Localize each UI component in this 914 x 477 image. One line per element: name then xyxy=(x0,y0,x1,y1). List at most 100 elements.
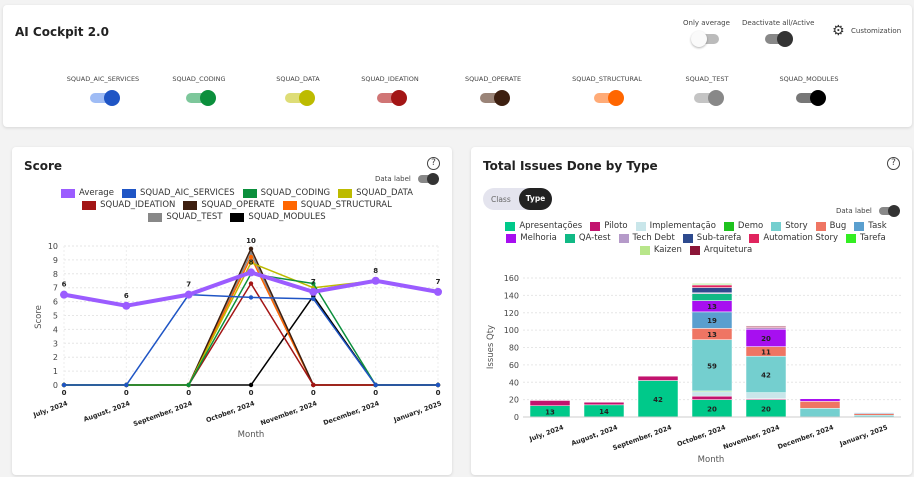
legend-item[interactable]: Sub-tarefa xyxy=(682,233,742,243)
data-label: 10 xyxy=(246,237,256,245)
legend-item[interactable]: Average xyxy=(61,188,114,198)
legend-item[interactable]: Tarefa xyxy=(846,233,886,243)
data-point xyxy=(248,295,254,300)
data-point xyxy=(373,382,378,388)
bar-segment xyxy=(799,398,841,402)
legend-item[interactable]: SQUAD_STRUCTURAL xyxy=(282,200,392,210)
y-tick-label: 7 xyxy=(53,284,58,293)
data-point xyxy=(247,268,255,277)
only-average-toggle[interactable] xyxy=(691,31,719,47)
bar-segment xyxy=(853,413,895,416)
legend-label: Story xyxy=(785,221,808,231)
legend-label: Demo xyxy=(737,221,764,231)
bar-segment xyxy=(691,284,733,288)
data-point xyxy=(248,382,254,388)
legend-item[interactable]: SQUAD_IDEATION xyxy=(82,200,175,210)
data-label: 19 xyxy=(707,317,717,325)
legend-label: QA-test xyxy=(578,233,611,243)
zero-data-label: 0 xyxy=(373,389,378,397)
squad-label: SQUAD_AIC_SERVICES xyxy=(66,75,140,83)
y-tick-label: 140 xyxy=(504,291,519,300)
y-tick-label: 60 xyxy=(509,361,519,370)
legend-item[interactable]: SQUAD_CODING xyxy=(242,188,330,198)
squad-toggle-item: SQUAD_OPERATE xyxy=(448,75,538,106)
legend-label: Automation Story xyxy=(763,233,838,243)
gear-icon[interactable]: ⚙ xyxy=(832,23,845,39)
squad-toggle[interactable] xyxy=(796,90,826,106)
legend-item[interactable]: Task xyxy=(854,221,887,231)
squad-toggle[interactable] xyxy=(186,90,216,106)
help-icon[interactable]: ? xyxy=(427,157,440,170)
squad-toggle[interactable] xyxy=(90,90,120,106)
legend-item[interactable]: Automation Story xyxy=(749,233,838,243)
data-point xyxy=(248,246,254,251)
data-label: 42 xyxy=(653,396,663,404)
y-tick-label: 120 xyxy=(504,309,519,318)
squad-toggle[interactable] xyxy=(594,90,624,106)
legend-label: Piloto xyxy=(604,221,628,231)
x-tick-label: October, 2024 xyxy=(676,423,727,448)
legend-item[interactable]: Bug xyxy=(815,221,846,231)
data-label-toggle[interactable] xyxy=(418,173,439,185)
legend-label: Average xyxy=(79,188,114,198)
bar-segment xyxy=(583,401,625,406)
bar-segment xyxy=(637,380,679,418)
legend-item[interactable]: QA-test xyxy=(564,233,611,243)
squad-toggle[interactable] xyxy=(694,90,724,106)
legend-item[interactable]: Melhoria xyxy=(506,233,557,243)
data-label: 20 xyxy=(761,335,771,343)
tab-class[interactable]: Class xyxy=(491,195,511,204)
data-label: 13 xyxy=(707,331,717,339)
bar-segment xyxy=(691,395,733,400)
app-title: AI Cockpit 2.0 xyxy=(15,25,109,39)
bar-segment xyxy=(745,392,787,400)
legend-item[interactable]: Story xyxy=(771,221,808,231)
legend-item[interactable]: Kaizen xyxy=(639,245,682,255)
bar-segment xyxy=(745,355,787,393)
legend-item[interactable]: SQUAD_OPERATE xyxy=(183,200,275,210)
squad-toggle[interactable] xyxy=(285,90,315,106)
y-axis-title: Issues Qty xyxy=(486,325,496,369)
zero-data-label: 0 xyxy=(62,389,67,397)
legend-label: Sub-tarefa xyxy=(696,233,742,243)
tab-type[interactable]: Type xyxy=(519,188,552,210)
data-label: 14 xyxy=(599,408,609,416)
data-label-toggle[interactable] xyxy=(879,205,900,217)
help-icon[interactable]: ? xyxy=(887,157,900,170)
legend-item[interactable]: Arquitetura xyxy=(689,245,753,255)
data-label: 11 xyxy=(761,348,771,356)
legend-item[interactable]: Tech Debt xyxy=(618,233,675,243)
bar-segment xyxy=(691,287,733,294)
legend-item[interactable]: Demo xyxy=(723,221,764,231)
zero-data-label: 0 xyxy=(124,389,129,397)
squad-toggle-item: SQUAD_STRUCTURAL xyxy=(562,75,652,106)
x-tick-label: December, 2024 xyxy=(322,399,381,427)
zero-data-label: 0 xyxy=(249,389,254,397)
legend-item[interactable]: SQUAD_DATA xyxy=(338,188,413,198)
legend-item[interactable]: Implementação xyxy=(635,221,716,231)
data-label: 42 xyxy=(761,371,771,379)
legend-item[interactable]: SQUAD_AIC_SERVICES xyxy=(121,188,235,198)
squad-toggle[interactable] xyxy=(480,90,510,106)
data-point xyxy=(248,281,254,286)
data-point xyxy=(435,382,441,388)
x-tick-label: January, 2025 xyxy=(838,423,889,448)
series-line xyxy=(63,270,439,308)
legend-label: Kaizen xyxy=(653,245,682,255)
legend-item[interactable]: SQUAD_MODULES xyxy=(230,212,326,222)
legend-label: Arquitetura xyxy=(703,245,753,255)
legend-item[interactable]: Piloto xyxy=(590,221,628,231)
legend-label: SQUAD_MODULES xyxy=(248,212,326,222)
deactivate-toggle[interactable] xyxy=(765,31,793,47)
x-tick-label: September, 2024 xyxy=(132,399,194,428)
legend-item[interactable]: Apresentações xyxy=(505,221,582,231)
squad-toggle[interactable] xyxy=(377,90,407,106)
data-label: 13 xyxy=(707,303,717,311)
squad-toggle-item: SQUAD_CODING xyxy=(154,75,244,106)
legend-item[interactable]: SQUAD_TEST xyxy=(148,212,222,222)
y-tick-label: 40 xyxy=(509,378,519,387)
x-tick-label: July, 2024 xyxy=(527,423,565,443)
customization-button[interactable]: Customization xyxy=(851,27,902,35)
data-label: 20 xyxy=(761,405,771,413)
